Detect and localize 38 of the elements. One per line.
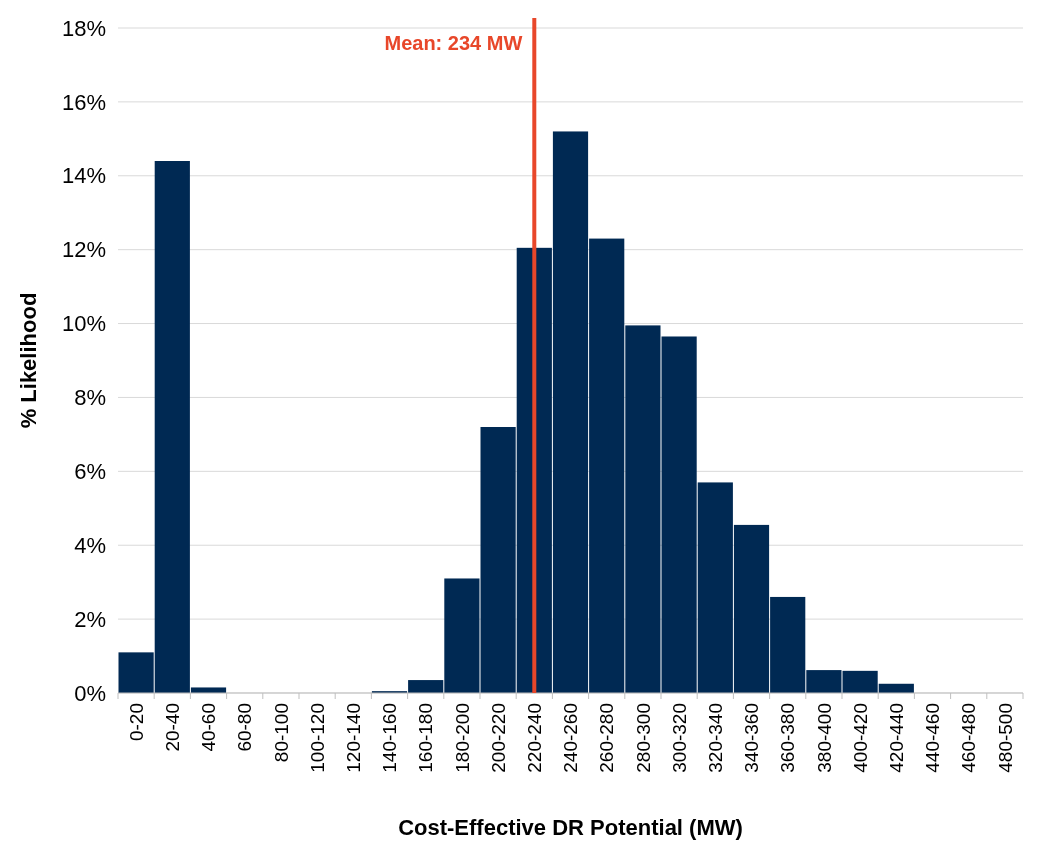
y-tick-label: 14%	[61, 163, 106, 189]
y-tick-label: 2%	[74, 606, 106, 632]
x-tick-label: 20-40	[161, 703, 183, 752]
x-tick-label: 300-320	[668, 703, 690, 773]
y-tick-label: 10%	[61, 311, 106, 337]
x-tick-label: 460-480	[958, 703, 980, 773]
y-tick-label: 8%	[74, 385, 106, 411]
y-tick-label: 4%	[74, 532, 106, 558]
y-tick-label: 18%	[61, 15, 106, 41]
x-axis-title: Cost-Effective DR Potential (MW)	[398, 815, 743, 840]
x-tick-label: 200-220	[487, 703, 509, 773]
y-tick-label: 0%	[74, 680, 106, 706]
x-tick-label: 380-400	[813, 703, 835, 773]
x-tick-label: 160-180	[415, 703, 437, 773]
y-axis-title: % Likelihood	[16, 292, 41, 429]
x-tick-label: 100-120	[306, 703, 328, 773]
x-tick-label: 360-380	[777, 703, 799, 773]
x-tick-label: 260-280	[596, 703, 618, 773]
x-tick-label: 240-260	[560, 703, 582, 773]
x-tick-label: 60-80	[234, 703, 256, 752]
x-tick-label: 420-440	[885, 703, 907, 773]
y-tick-label: 12%	[61, 237, 106, 263]
x-tick-label: 120-140	[342, 703, 364, 773]
x-tick-label: 400-420	[849, 703, 871, 773]
x-tick-label: 440-460	[922, 703, 944, 773]
ref-line-label: Mean: 234 MW	[384, 32, 523, 54]
x-tick-label: 280-300	[632, 703, 654, 773]
x-tick-label: 180-200	[451, 703, 473, 773]
y-tick-label: 6%	[74, 459, 106, 485]
y-tick-label: 16%	[61, 89, 106, 115]
x-tick-label: 40-60	[198, 703, 220, 752]
x-tick-label: 0-20	[125, 703, 147, 742]
x-tick-label: 320-340	[704, 703, 726, 773]
x-tick-label: 480-500	[994, 703, 1016, 773]
x-tick-label: 80-100	[270, 703, 292, 763]
x-tick-label: 220-240	[523, 703, 545, 773]
x-tick-label: 340-360	[741, 703, 763, 773]
x-tick-label: 140-160	[379, 703, 401, 773]
